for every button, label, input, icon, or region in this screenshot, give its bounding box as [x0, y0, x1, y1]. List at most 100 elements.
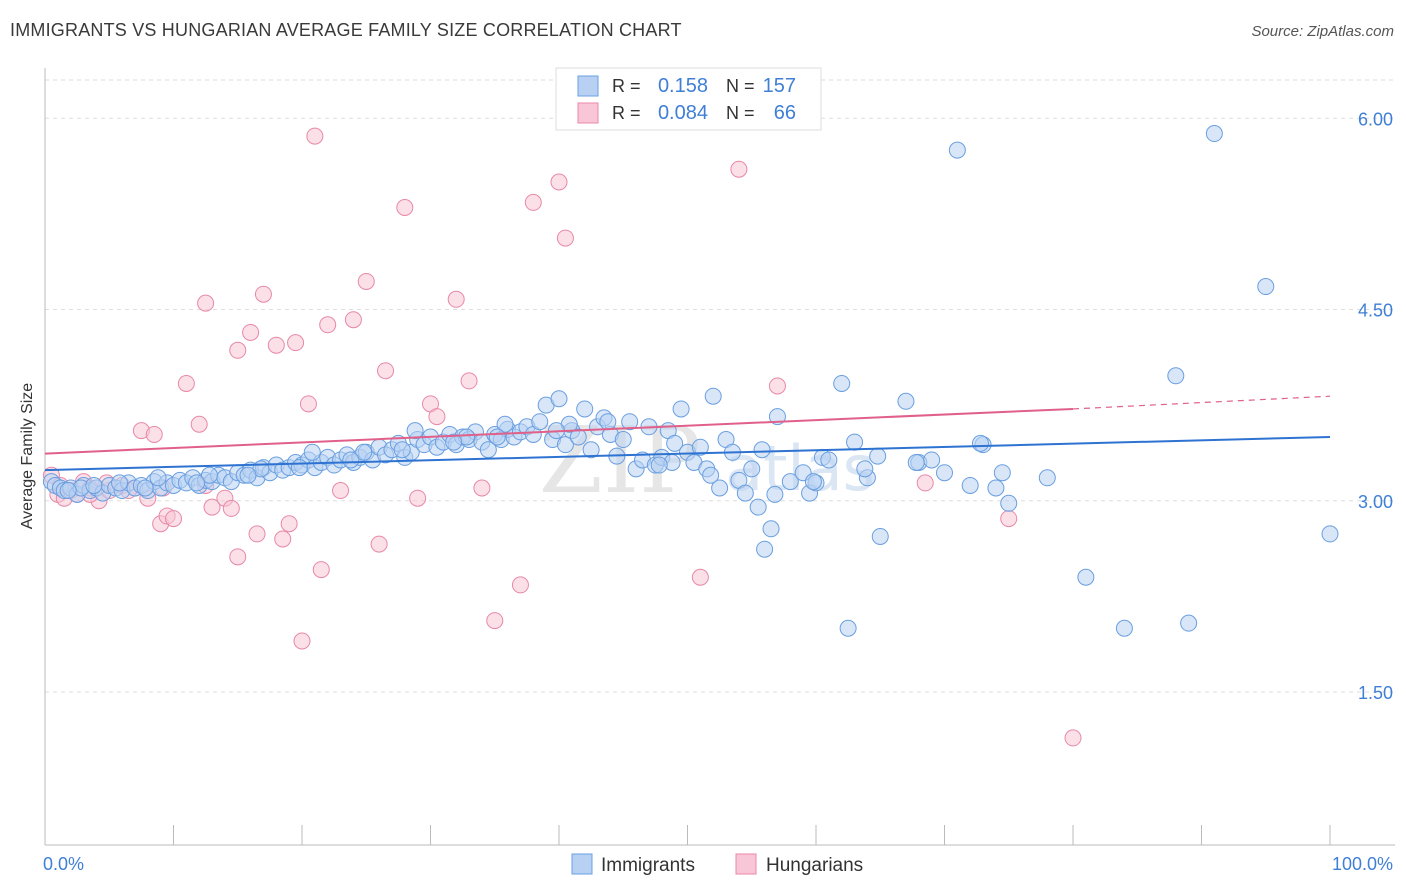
point-immigrants	[993, 464, 1011, 482]
chart-title: IMMIGRANTS VS HUNGARIAN AVERAGE FAMILY S…	[10, 20, 682, 40]
x-tick-label-max: 100.0%	[1332, 854, 1393, 874]
point-hungarians	[229, 548, 247, 566]
trend-lines	[44, 395, 1331, 472]
point-immigrants	[59, 482, 77, 500]
point-immigrants	[1115, 619, 1133, 637]
legend-n-value: 157	[763, 75, 796, 97]
bottom-legend-label-hungarians: Hungarians	[766, 855, 863, 876]
point-hungarians	[274, 530, 292, 548]
trend-hungarians	[44, 407, 1074, 455]
point-immigrants	[948, 141, 966, 159]
trend-hungarians-extension	[1072, 395, 1331, 410]
point-immigrants	[85, 476, 103, 494]
point-immigrants	[846, 433, 864, 451]
point-immigrants	[569, 428, 587, 446]
point-immigrants	[971, 434, 989, 452]
point-immigrants	[839, 619, 857, 637]
point-hungarians	[254, 285, 272, 303]
y-tick-label: 1.50	[1358, 683, 1393, 703]
point-immigrants	[303, 443, 321, 461]
point-immigrants	[961, 476, 979, 494]
point-immigrants	[833, 374, 851, 392]
point-immigrants	[1077, 568, 1095, 586]
bottom-legend: Immigrants Hungarians	[571, 853, 863, 876]
point-immigrants	[650, 456, 668, 474]
point-immigrants	[749, 498, 767, 516]
point-immigrants	[936, 464, 953, 482]
point-hungarians	[556, 229, 574, 247]
point-hungarians	[344, 311, 362, 329]
point-immigrants	[691, 438, 709, 456]
point-hungarians	[396, 199, 414, 216]
point-hungarians	[280, 515, 298, 533]
point-immigrants	[342, 451, 360, 469]
point-immigrants	[702, 466, 720, 484]
point-hungarians	[242, 323, 260, 341]
point-hungarians	[1064, 729, 1082, 747]
point-immigrants	[804, 473, 822, 491]
point-hungarians	[460, 372, 478, 390]
point-immigrants	[753, 441, 771, 459]
y-tick-label: 6.00	[1358, 109, 1393, 129]
point-hungarians	[145, 425, 163, 443]
point-immigrants	[621, 413, 639, 431]
point-immigrants	[704, 387, 722, 405]
trend-immigrants	[44, 436, 1331, 472]
point-immigrants	[907, 454, 925, 471]
point-hungarians	[550, 173, 568, 191]
point-immigrants	[290, 459, 308, 477]
point-immigrants	[599, 413, 617, 431]
point-hungarians	[691, 568, 709, 586]
source-label: Source: ZipAtlas.com	[1251, 23, 1394, 40]
point-immigrants	[781, 473, 799, 491]
point-immigrants	[406, 422, 424, 440]
y-tick-label: 4.50	[1358, 301, 1393, 321]
point-hungarians	[524, 193, 542, 211]
point-immigrants	[1038, 469, 1056, 487]
point-hungarians	[409, 489, 427, 507]
point-immigrants	[136, 479, 154, 497]
legend-n-label: N =	[726, 76, 755, 96]
point-immigrants	[666, 434, 684, 452]
point-immigrants	[496, 415, 514, 433]
point-immigrants	[488, 428, 506, 446]
point-hungarians	[486, 612, 504, 630]
point-immigrants	[576, 400, 594, 418]
point-immigrants	[856, 460, 874, 478]
legend-r-label: R =	[612, 76, 641, 96]
point-hungarians	[1000, 510, 1018, 528]
point-immigrants	[743, 460, 761, 478]
point-hungarians	[377, 362, 395, 380]
point-immigrants	[239, 466, 257, 484]
point-hungarians	[511, 576, 529, 594]
point-hungarians	[332, 482, 350, 500]
point-hungarians	[248, 525, 266, 543]
point-hungarians	[319, 316, 337, 334]
grid	[45, 79, 1395, 693]
legend-r-value: 0.084	[658, 102, 708, 124]
point-hungarians	[165, 510, 182, 528]
point-hungarians	[190, 415, 208, 433]
series-immigrants	[42, 125, 1339, 637]
axes	[44, 68, 1395, 846]
point-hungarians	[177, 374, 195, 392]
point-hungarians	[306, 127, 324, 145]
point-immigrants	[762, 520, 780, 538]
point-immigrants	[766, 485, 784, 503]
point-immigrants	[1205, 125, 1223, 143]
point-immigrants	[1000, 494, 1018, 512]
point-immigrants	[200, 466, 218, 484]
point-hungarians	[370, 535, 388, 553]
point-immigrants	[756, 540, 774, 558]
point-hungarians	[222, 499, 240, 517]
point-immigrants	[871, 527, 889, 545]
point-immigrants	[111, 474, 129, 492]
point-immigrants	[550, 390, 568, 408]
point-hungarians	[287, 334, 305, 352]
y-tick-label: 3.00	[1358, 492, 1393, 512]
point-hungarians	[293, 632, 311, 650]
point-immigrants	[582, 441, 600, 459]
point-immigrants	[531, 413, 549, 431]
x-tick-label-min: 0.0%	[43, 854, 84, 874]
